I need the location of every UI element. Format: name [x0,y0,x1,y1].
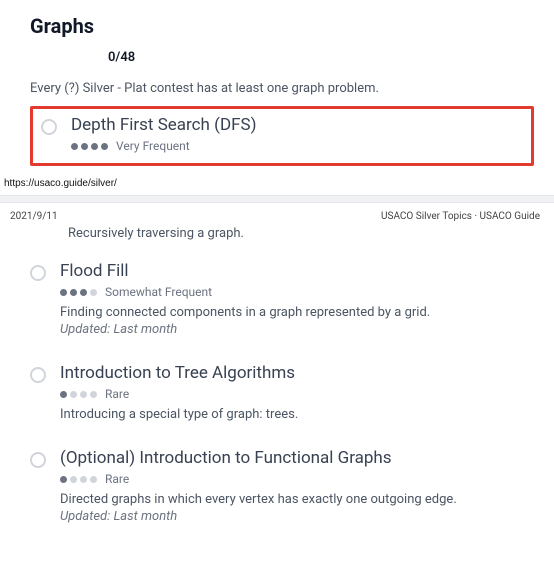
print-date: 2021/9/11 [10,211,58,222]
status-radio[interactable] [30,367,46,383]
topic-description: Introducing a special type of graph: tre… [60,407,534,422]
frequency-label: Rare [105,472,129,486]
frequency-row: Rare [60,387,534,401]
updated-label: Updated: Last month [60,322,534,337]
frequency-row: Somewhat Frequent [60,285,534,299]
topic-title: (Optional) Introduction to Functional Gr… [60,448,534,468]
frequency-row: Rare [60,472,534,486]
frequency-dots-icon [60,391,97,398]
topic-item[interactable]: Introduction to Tree Algorithms Rare Intro… [30,357,534,432]
progress-count: 0/48 [108,50,534,65]
section-intro: Every (?) Silver - Plat contest has at l… [30,81,534,96]
frequency-label: Very Frequent [116,139,190,153]
status-radio[interactable] [41,119,57,135]
topic-description: Finding connected components in a graph … [60,305,534,320]
topic-title: Introduction to Tree Algorithms [60,363,534,383]
topic-item[interactable]: Flood Fill Somewhat Frequent Finding conne… [30,255,534,347]
status-radio[interactable] [30,452,46,468]
topic-title: Flood Fill [60,261,534,281]
frequency-row: Very Frequent [71,139,523,153]
frequency-label: Somewhat Frequent [105,285,212,299]
topic-item[interactable]: (Optional) Introduction to Functional Gr… [30,442,534,534]
frequency-dots-icon [60,289,97,296]
frequency-dots-icon [71,143,108,150]
status-radio[interactable] [30,265,46,281]
breadcrumb: USACO Silver Topics · USACO Guide [381,211,540,222]
section-divider [0,195,554,203]
frequency-dots-icon [60,476,97,483]
topic-description: Directed graphs in which every vertex ha… [60,492,534,507]
frequency-label: Rare [105,387,129,401]
page-url: https://usaco.guide/silver/ [0,176,554,195]
updated-label: Updated: Last month [60,509,534,524]
topic-dfs[interactable]: Depth First Search (DFS) Very Frequent [30,106,534,166]
topic-description: Recursively traversing a graph. [68,226,534,241]
section-title: Graphs [30,14,534,38]
topic-title: Depth First Search (DFS) [71,115,523,135]
